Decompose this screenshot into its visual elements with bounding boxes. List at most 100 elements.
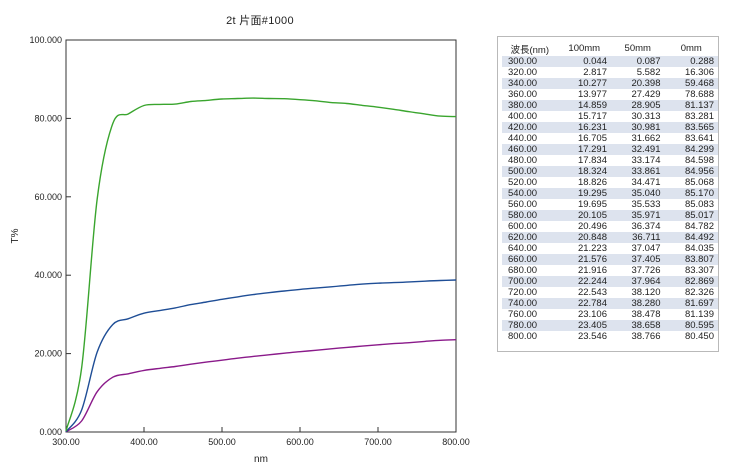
table-header-row: 波長(nm) 100mm 50mm 0mm [502,41,718,56]
table-cell: 84.035 [664,243,718,254]
header-wavelength: 波長(nm) [510,44,550,56]
table-cell: 36.374 [611,221,665,232]
table-cell: 20.496 [557,221,611,232]
table-cell: 800.00 [502,331,558,342]
table-cell: 84.492 [664,232,718,243]
series-lines [65,97,457,433]
table-cell: 16.705 [557,133,611,144]
table-cell: 420.00 [502,122,558,133]
table-cell: 560.00 [502,199,558,210]
table-cell: 720.00 [502,287,558,298]
table-cell: 23.546 [557,331,611,342]
y-axis: 0.000 20.000 40.000 60.000 80.000 100.000 [29,35,71,437]
table-row: 320.00 2.817 5.582 16.306 [502,67,718,78]
table-cell: 600.00 [502,221,558,232]
table-cell: 32.491 [611,144,665,155]
header-100mm: 100mm [568,43,601,54]
header-0mm: 0mm [680,43,702,54]
table-cell: 15.717 [557,111,611,122]
table-cell: 22.784 [557,298,611,309]
table-cell: 80.450 [664,331,718,342]
table-cell: 13.977 [557,89,611,100]
table-cell: 59.468 [664,78,718,89]
table-cell: 19.695 [557,199,611,210]
table-cell: 0.044 [557,56,611,67]
y-tick-label: 0.000 [39,427,62,437]
y-tick-label: 100.000 [29,35,62,45]
table-cell: 18.826 [557,177,611,188]
x-tick-label: 300.00 [52,437,80,447]
table-cell: 740.00 [502,298,558,309]
table-cell: 14.859 [557,100,611,111]
table-cell: 35.533 [611,199,665,210]
table-cell: 16.306 [664,67,718,78]
table-cell: 37.047 [611,243,665,254]
table-cell: 27.429 [611,89,665,100]
table-cell: 38.478 [611,309,665,320]
table-row: 480.00 17.834 33.174 84.598 [502,155,718,166]
table-cell: 83.307 [664,265,718,276]
table-row: 680.00 21.916 37.726 83.307 [502,265,718,276]
table-row: 560.00 19.695 35.533 85.083 [502,199,718,210]
y-axis-label: T% [10,228,21,243]
table-cell: 85.068 [664,177,718,188]
table-cell: 85.170 [664,188,718,199]
table-cell: 0.288 [664,56,718,67]
table-cell: 10.277 [557,78,611,89]
table-row: 500.00 18.324 33.861 84.956 [502,166,718,177]
x-tick-label: 600.00 [286,437,314,447]
table-cell: 22.244 [557,276,611,287]
table-row: 300.00 0.044 0.087 0.288 [502,56,718,67]
data-table: 波長(nm) 100mm 50mm 0mm 300.00 0.044 0.087 0.… [502,41,718,342]
x-tick-label: 400.00 [130,437,158,447]
header-50mm: 50mm [624,43,651,54]
plot-area [65,39,457,433]
table-cell: 440.00 [502,133,558,144]
table-cell: 21.576 [557,254,611,265]
table-cell: 480.00 [502,155,558,166]
table-cell: 680.00 [502,265,558,276]
table-cell: 38.120 [611,287,665,298]
table-row: 620.00 20.848 36.711 84.492 [502,232,718,243]
table-cell: 84.782 [664,221,718,232]
table-cell: 30.981 [611,122,665,133]
table-cell: 640.00 [502,243,558,254]
table-cell: 84.598 [664,155,718,166]
x-axis: 300.00 400.00 500.00 600.00 700.00 800.00 [52,427,470,447]
table-cell: 340.00 [502,78,558,89]
table-cell: 84.956 [664,166,718,177]
table-cell: 2.817 [557,67,611,78]
table-cell: 35.971 [611,210,665,221]
table-cell: 84.299 [664,144,718,155]
table-cell: 36.711 [611,232,665,243]
table-cell: 37.726 [611,265,665,276]
table-cell: 17.291 [557,144,611,155]
table-cell: 540.00 [502,188,558,199]
table-row: 600.00 20.496 36.374 84.782 [502,221,718,232]
table-cell: 21.223 [557,243,611,254]
table-cell: 460.00 [502,144,558,155]
table-row: 720.00 22.543 38.120 82.326 [502,287,718,298]
table-cell: 81.139 [664,309,718,320]
table-cell: 23.405 [557,320,611,331]
table-cell: 38.280 [611,298,665,309]
table-cell: 380.00 [502,100,558,111]
table-row: 520.00 18.826 34.471 85.068 [502,177,718,188]
table-row: 640.00 21.223 37.047 84.035 [502,243,718,254]
table-cell: 38.766 [611,331,665,342]
table-cell: 83.565 [664,122,718,133]
table-row: 700.00 22.244 37.964 82.869 [502,276,718,287]
table-cell: 80.595 [664,320,718,331]
table-cell: 780.00 [502,320,558,331]
table-cell: 660.00 [502,254,558,265]
table-cell: 81.697 [664,298,718,309]
table-cell: 620.00 [502,232,558,243]
table-cell: 500.00 [502,166,558,177]
x-tick-label: 800.00 [442,437,470,447]
table-row: 420.00 16.231 30.981 83.565 [502,122,718,133]
table-cell: 19.295 [557,188,611,199]
table-cell: 28.905 [611,100,665,111]
table-cell: 580.00 [502,210,558,221]
table-row: 760.00 23.106 38.478 81.139 [502,309,718,320]
table-cell: 23.106 [557,309,611,320]
